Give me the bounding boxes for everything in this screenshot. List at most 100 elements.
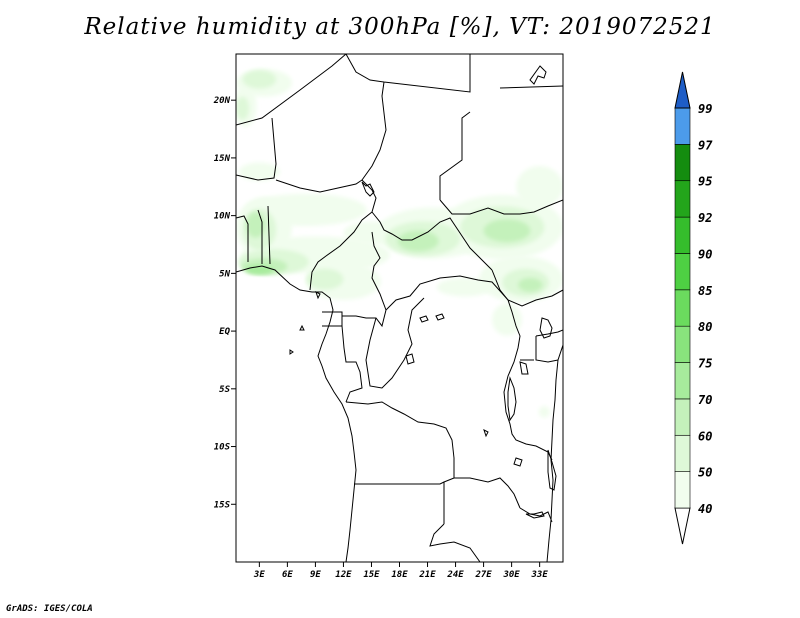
colorbar-segment	[674, 180, 691, 218]
border	[345, 401, 455, 524]
border	[371, 211, 493, 271]
humidity-field	[236, 69, 563, 418]
lat-tick-label: 10N	[214, 212, 231, 222]
border	[519, 507, 553, 523]
colorbar-label: 60	[698, 429, 712, 443]
lon-tick-label: 3E	[253, 570, 265, 580]
border	[322, 311, 343, 327]
border	[439, 199, 563, 215]
lake	[419, 315, 429, 323]
colorbar-segment	[674, 289, 691, 327]
colorbar-label: 99	[698, 102, 712, 116]
border	[275, 179, 377, 213]
lat-tick-label: 10S	[214, 443, 231, 453]
lake	[405, 353, 415, 365]
border	[354, 481, 445, 485]
border	[309, 211, 373, 291]
colorbar-segment	[674, 107, 691, 145]
lat-tick-label: 20N	[213, 96, 231, 106]
colorbar-segment	[674, 471, 691, 509]
lon-tick-label: 6E	[282, 570, 293, 580]
border	[345, 54, 471, 93]
colorbar-segment	[674, 144, 691, 182]
humidity-patch	[246, 212, 265, 238]
colorbar-segment	[674, 362, 691, 400]
chart-title: Relative humidity at 300hPa [%], VT: 201…	[84, 14, 716, 40]
border	[267, 205, 271, 265]
island	[529, 65, 547, 85]
lon-tick-label: 27E	[474, 570, 492, 580]
colorbar-segment	[674, 398, 691, 436]
border	[341, 325, 363, 403]
lake	[519, 361, 529, 375]
lon-tick-label: 30E	[502, 570, 520, 580]
lat-tick-label: EQ	[219, 327, 230, 337]
border	[535, 336, 559, 363]
humidity-patch	[491, 303, 522, 336]
colorbar-segment	[674, 434, 691, 472]
colorbar-label: 92	[698, 211, 712, 225]
border	[257, 209, 263, 264]
lat-tick-label: 15S	[214, 500, 231, 510]
humidity-patch	[436, 277, 493, 297]
software-credit: GrADS: IGES/COLA	[6, 604, 93, 614]
border	[361, 81, 387, 181]
river-nile	[361, 181, 375, 197]
coastline	[236, 265, 357, 562]
border	[342, 309, 387, 328]
colorbar-label: 85	[698, 284, 712, 298]
border	[371, 231, 387, 311]
humidity-patch	[538, 406, 550, 418]
lat-tick-label: 5S	[219, 385, 230, 395]
colorbar-segment	[674, 216, 691, 254]
colorbar-segment	[674, 253, 691, 291]
lon-tick-label: 18E	[391, 570, 408, 580]
lake	[289, 349, 294, 355]
country-borders	[236, 54, 563, 562]
border	[365, 297, 425, 389]
humidity-patch	[238, 162, 280, 182]
border	[454, 477, 521, 509]
border	[499, 85, 563, 89]
humidity-patch	[483, 219, 531, 243]
colorbar-label: 95	[698, 175, 712, 189]
humidity-patch	[397, 230, 439, 252]
border	[236, 215, 249, 262]
border	[503, 299, 553, 461]
colorbar-over-triangle	[674, 71, 691, 109]
lon-tick-label: 24E	[446, 570, 464, 580]
lake	[539, 317, 553, 339]
humidity-patch	[242, 70, 277, 89]
colorbar-label: 40	[698, 502, 712, 516]
border	[236, 117, 277, 181]
humidity-patch	[236, 96, 250, 120]
humidity-patch	[516, 165, 563, 208]
lon-tick-label: 33E	[531, 570, 549, 580]
border	[236, 54, 347, 126]
border	[385, 275, 563, 311]
humidity-patch	[518, 277, 543, 292]
lat-tick-label: 15N	[214, 154, 231, 164]
colorbar-label: 70	[698, 393, 712, 407]
lon-tick-label: 9E	[310, 570, 321, 580]
colorbar-label: 97	[698, 138, 713, 152]
lake	[299, 324, 305, 331]
colorbar-label: 50	[698, 466, 712, 480]
lake	[525, 511, 545, 519]
lake	[513, 457, 523, 467]
colorbar: 40 50 60 70 75 80 85 90 92 95 97 99	[674, 71, 713, 545]
lat-tick-label: 5N	[219, 269, 230, 279]
colorbar-under-triangle	[674, 507, 691, 545]
border	[491, 269, 509, 301]
latitude-axis: 20N 15N 10N 5N EQ 5S 10S 15S	[213, 96, 236, 510]
lake	[483, 429, 489, 438]
lon-tick-label: 15E	[363, 570, 380, 580]
colorbar-label: 75	[698, 357, 712, 371]
lake	[315, 291, 321, 300]
lon-tick-label: 21E	[418, 570, 436, 580]
lake	[507, 376, 517, 422]
border	[429, 523, 481, 562]
lon-tick-label: 12E	[335, 570, 352, 580]
colorbar-label: 80	[698, 320, 712, 334]
